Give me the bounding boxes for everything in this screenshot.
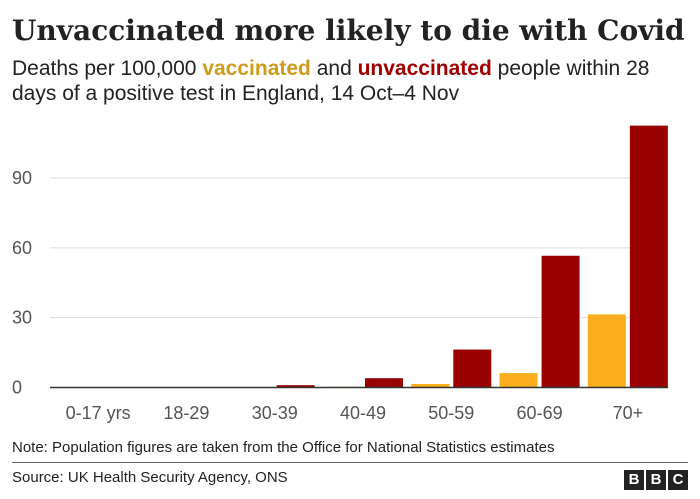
bbc-logo-letter-2: B: [646, 470, 666, 490]
bar-vaccinated-5: [499, 373, 538, 388]
chart-subtitle: Deaths per 100,000 vaccinated and unvacc…: [12, 56, 692, 106]
bar-unvaccinated-6: [629, 125, 668, 388]
bbc-logo-letter-1: B: [624, 470, 644, 490]
x-tick-label: 50-59: [428, 403, 474, 423]
bar-unvaccinated-4: [453, 349, 492, 388]
bbc-logo: B B C: [624, 470, 688, 490]
y-tick-label: 30: [12, 308, 32, 328]
bar-vaccinated-6: [587, 314, 626, 388]
footer-source: Source: UK Health Security Agency, ONS: [12, 469, 288, 486]
x-tick-label: 0-17 yrs: [66, 403, 131, 423]
subtitle-text-2: and: [310, 57, 358, 80]
y-tick-label: 60: [12, 238, 32, 258]
footer-note: Note: Population figures are taken from …: [12, 439, 555, 456]
chart-title: Unvaccinated more likely to die with Cov…: [12, 14, 685, 47]
y-tick-label: 90: [12, 168, 32, 188]
y-tick-label: 0: [12, 378, 22, 398]
x-tick-label: 18-29: [163, 403, 209, 423]
x-tick-label: 70+: [613, 403, 644, 423]
x-tick-label: 30-39: [252, 403, 298, 423]
bar-chart: 0 30 60 90 0-17 yrs 18-29 30-39 40-49 50-59 60-69…: [12, 125, 668, 423]
subtitle-unvaccinated-label: unvaccinated: [357, 57, 492, 80]
bar-unvaccinated-5: [541, 255, 580, 388]
footer-divider: [12, 462, 688, 463]
subtitle-vaccinated-label: vaccinated: [202, 57, 311, 80]
bar-unvaccinated-3: [365, 378, 403, 388]
bar-unvaccinated-2: [276, 385, 315, 388]
x-tick-label: 40-49: [340, 403, 386, 423]
subtitle-text-3: people within 28 days of a positive test…: [12, 57, 650, 105]
bar-vaccinated-4: [411, 384, 450, 388]
subtitle-text-1: Deaths per 100,000: [12, 57, 203, 80]
x-tick-label: 60-69: [517, 403, 563, 423]
bbc-logo-letter-3: C: [668, 470, 688, 490]
